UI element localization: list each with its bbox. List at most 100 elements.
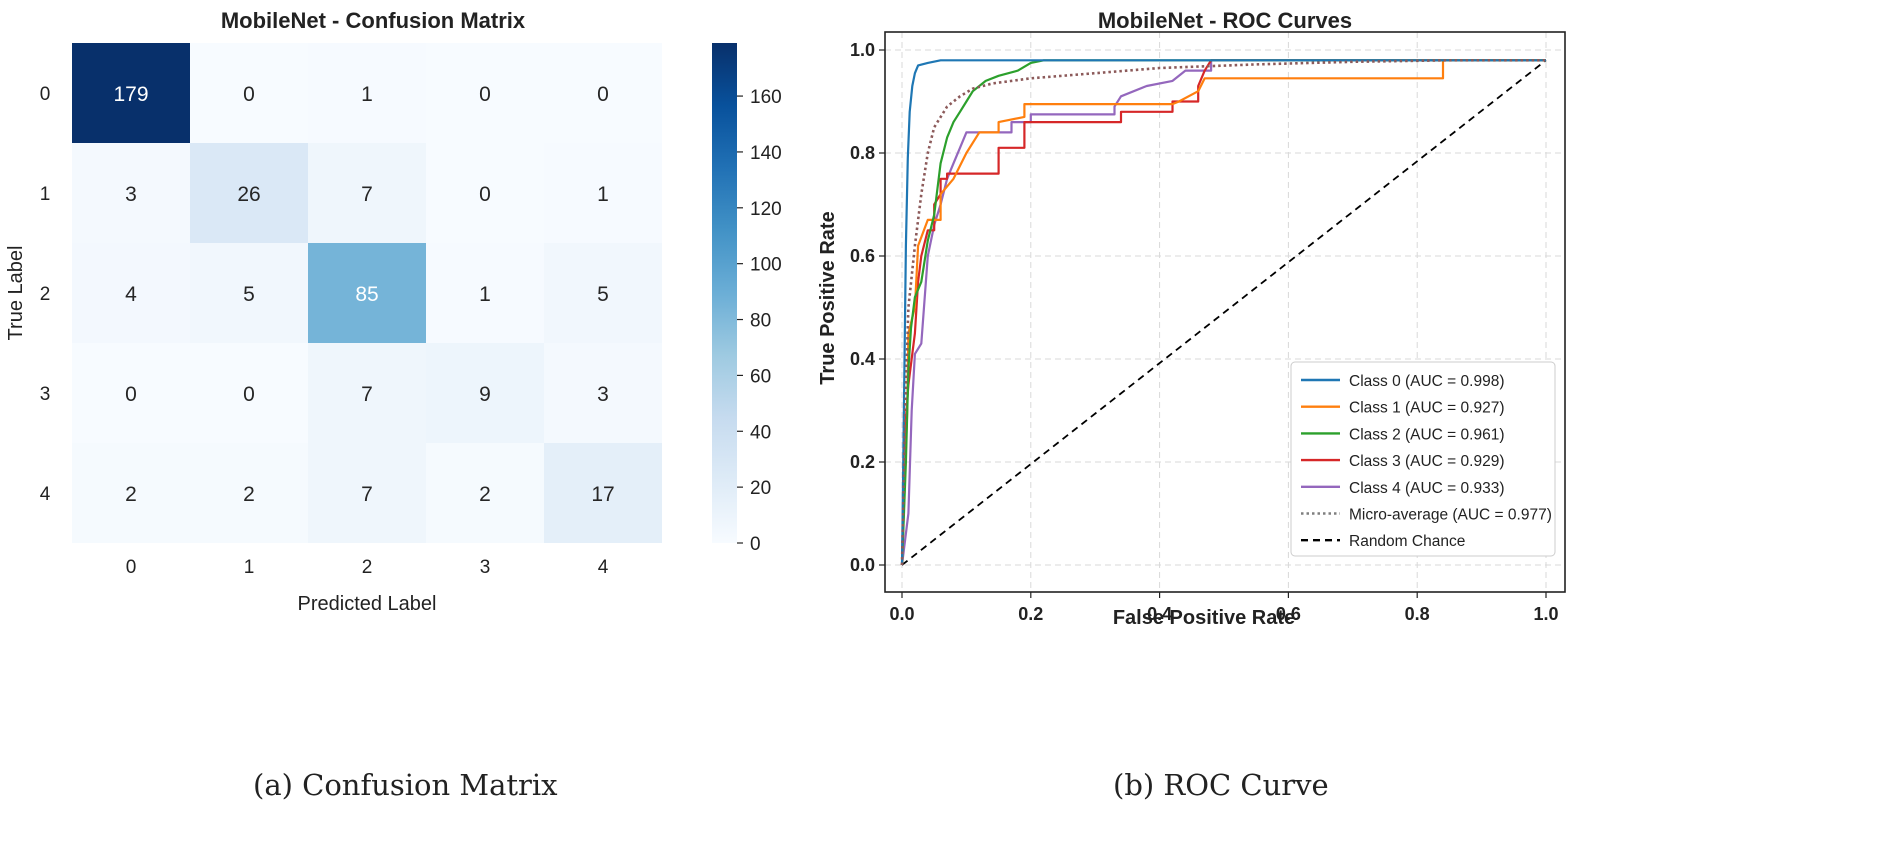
roc-xtick-label: 0.4 [1147, 604, 1172, 624]
cm-xtick-label: 3 [480, 557, 491, 578]
cm-cell-value: 0 [597, 83, 609, 106]
roc-ytick-label: 0.0 [850, 555, 875, 575]
cm-cell [190, 143, 308, 243]
roc-xlabel: False Positive Rate [1113, 607, 1295, 629]
cm-cell-value: 1 [361, 83, 373, 106]
cm-cell [308, 443, 426, 543]
legend-entry-label: Class 1 (AUC = 0.927) [1349, 400, 1505, 417]
roc-xtick-label: 0.6 [1276, 604, 1301, 624]
colorbar-tick-label: 0 [750, 534, 761, 555]
cm-cell [544, 443, 662, 543]
roc-xtick-label: 0.8 [1405, 604, 1430, 624]
cm-cell [426, 143, 544, 243]
confusion-matrix-panel: MobileNet - Confusion Matrix 179 0 1 0 03 26 7… [5, 8, 782, 615]
roc-ylabel: True Positive Rate [817, 211, 839, 384]
cm-cell-value: 7 [361, 383, 373, 406]
cm-tick-labels: 0 1 2 3 4 0 1 2 3 4 [40, 84, 609, 578]
cm-cell [190, 43, 308, 143]
roc-xtick-label: 1.0 [1533, 604, 1558, 624]
cm-cell-value: 17 [591, 483, 614, 506]
cm-cell-value: 5 [597, 283, 609, 306]
cm-cell-value: 2 [125, 483, 137, 506]
colorbar-tick-label: 100 [750, 255, 782, 276]
cm-cell-value: 2 [243, 483, 255, 506]
roc-series-line [900, 59, 1546, 566]
cm-ytick-label: 3 [40, 384, 51, 405]
cm-cell-value: 9 [479, 383, 491, 406]
colorbar [712, 43, 737, 543]
roc-legend: Class 0 (AUC = 0.998) Class 1 (AUC = 0.92… [1290, 361, 1556, 557]
cm-cell [426, 43, 544, 143]
cm-cell-value: 1 [479, 283, 491, 306]
roc-panel: MobileNet - ROC Curves 0.0 0.2 0.4 0.6 0.8 1.… [817, 8, 1566, 629]
caption-confusion-matrix: (a) Confusion Matrix [253, 768, 558, 802]
roc-series-line [901, 59, 1547, 566]
roc-grid [885, 32, 1565, 592]
roc-series-line [900, 59, 1546, 566]
cm-cell [426, 243, 544, 343]
cm-cell-value: 5 [243, 283, 255, 306]
cm-cell-value: 7 [361, 183, 373, 206]
cm-cell-value: 2 [479, 483, 491, 506]
cm-xlabel: Predicted Label [298, 593, 437, 615]
roc-series-line [900, 59, 1546, 566]
roc-ytick-label: 0.6 [850, 246, 875, 266]
cm-ytick-label: 4 [40, 484, 51, 505]
roc-axes-frame [884, 31, 1566, 593]
cm-cell [190, 243, 308, 343]
colorbar-tick-label: 160 [750, 87, 782, 108]
roc-ytick-label: 0.4 [850, 349, 875, 369]
legend-entry-label: Random Chance [1349, 533, 1465, 550]
legend-entry-label: Class 4 (AUC = 0.933) [1349, 480, 1505, 497]
roc-xtick-label: 0.2 [1018, 604, 1043, 624]
cm-cell [308, 143, 426, 243]
cm-xtick-label: 2 [362, 557, 373, 578]
cm-cell-value: 0 [125, 383, 137, 406]
roc-curves [900, 59, 1547, 566]
cm-xtick-label: 1 [244, 557, 255, 578]
roc-tick-labels: 0.0 0.2 0.4 0.6 0.8 1.0 0.0 0.2 0.4 0.6 0.8 1.0 [850, 40, 1559, 624]
roc-ytick-label: 0.8 [850, 143, 875, 163]
cm-cell [72, 443, 190, 543]
legend-entry-label: Class 2 (AUC = 0.961) [1349, 426, 1505, 443]
cm-ytick-label: 2 [40, 284, 51, 305]
colorbar-tick-label: 120 [750, 199, 782, 220]
cm-xtick-label: 0 [126, 557, 137, 578]
cm-cell [308, 343, 426, 443]
legend-box [1290, 361, 1556, 557]
roc-series-line [900, 59, 1546, 566]
cm-ylabel: True Label [5, 246, 27, 341]
roc-xtick-label: 0.0 [889, 604, 914, 624]
caption-roc-curve: (b) ROC Curve [1113, 768, 1329, 802]
cm-cell [72, 343, 190, 443]
colorbar-tick-label: 40 [750, 422, 771, 443]
cm-cell [72, 143, 190, 243]
cm-cell-value: 3 [125, 183, 137, 206]
cm-ytick-label: 1 [40, 184, 51, 205]
cm-cell-value: 0 [479, 83, 491, 106]
cm-cell [308, 43, 426, 143]
legend-entry-label: Micro-average (AUC = 0.977) [1349, 507, 1552, 524]
colorbar-tick-label: 20 [750, 478, 771, 499]
cm-cell-value: 1 [597, 183, 609, 206]
cm-heatmap: 179 0 1 0 0 3 26 7 0 1 4 5 85 1 5 0 0 7 9 3 2 2 7 2 17 [72, 43, 662, 543]
roc-ytick-label: 1.0 [850, 40, 875, 60]
cm-cell [544, 243, 662, 343]
cm-cell [190, 343, 308, 443]
cm-ytick-label: 0 [40, 84, 51, 105]
colorbar-ticks: 0 20 40 60 80 100 120 140 160 [737, 87, 782, 555]
cm-cell [72, 43, 190, 143]
cm-cell [426, 443, 544, 543]
cm-title: MobileNet - Confusion Matrix [221, 8, 526, 33]
cm-cell [190, 443, 308, 543]
colorbar-tick-label: 60 [750, 366, 771, 387]
roc-series-line [900, 59, 1546, 566]
cm-cell-value: 0 [243, 83, 255, 106]
cm-cell-value: 4 [125, 283, 137, 306]
cm-xtick-label: 4 [598, 557, 609, 578]
cm-cell [544, 343, 662, 443]
roc-series-line [900, 59, 1546, 566]
cm-cell [544, 43, 662, 143]
cm-cell-value: 26 [237, 183, 260, 206]
